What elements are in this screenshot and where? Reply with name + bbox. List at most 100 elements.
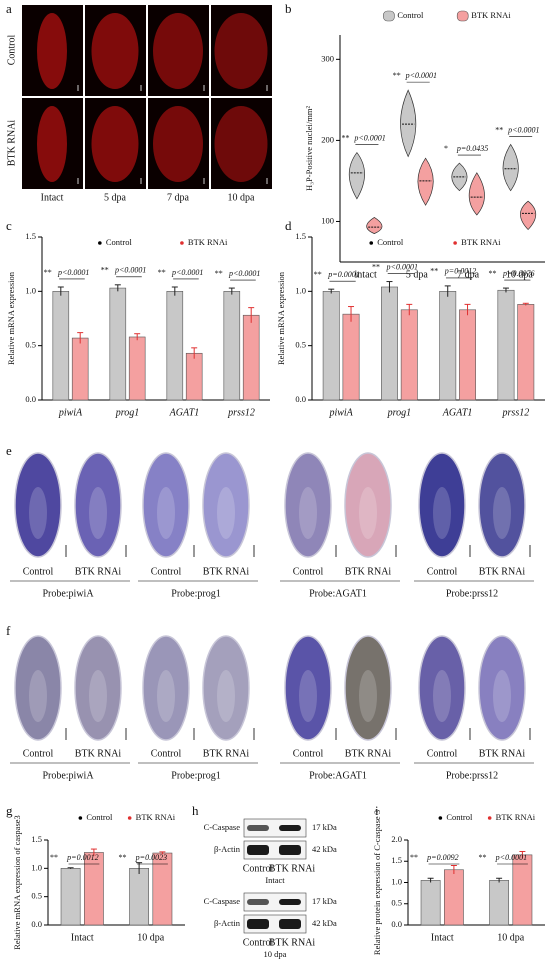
- x-tick-label: intact: [355, 269, 377, 280]
- condition-label: BTK RNAi: [203, 566, 250, 577]
- column-label: 7 dpa: [167, 192, 190, 203]
- y-tick-label: 1.0: [31, 862, 42, 872]
- p-value: p<0.0001: [405, 71, 437, 80]
- bar: [512, 854, 533, 926]
- p-value: p<0.0001: [228, 269, 260, 278]
- worm-stain: [142, 635, 190, 741]
- worm-stain: [478, 452, 526, 558]
- condition-label: BTK RNAi: [345, 566, 392, 577]
- violin: [417, 157, 434, 206]
- worm-stain: [14, 452, 62, 558]
- blot-frame: [243, 818, 307, 838]
- y-tick-label: 100: [321, 215, 334, 225]
- probe-label: Probe:piwiA: [42, 588, 94, 599]
- column-label: 10 dpa: [228, 192, 256, 203]
- legend-swatch: [127, 816, 132, 820]
- blot-frame: [243, 892, 307, 912]
- worm-signal: [91, 13, 139, 89]
- violin: [366, 216, 383, 235]
- x-tick-label: 10 dpa: [137, 932, 165, 943]
- band: [279, 919, 301, 929]
- x-tick-label: prog1: [387, 407, 412, 418]
- condition-label: BTK RNAi: [75, 748, 122, 759]
- violin: [400, 89, 417, 158]
- x-tick-label: prss12: [227, 407, 255, 418]
- blot-label: β-Actin: [214, 844, 241, 854]
- lane-label: BTK RNAi: [269, 937, 316, 948]
- worm-stain: [478, 635, 526, 741]
- bar: [342, 313, 360, 401]
- bar: [322, 291, 340, 401]
- significance-stars: **: [314, 270, 322, 279]
- panel-letter: b: [285, 1, 292, 16]
- blot-label: β-Actin: [214, 918, 241, 928]
- legend-label: Control: [397, 10, 424, 20]
- x-tick-label: prss12: [502, 407, 530, 418]
- significance-stars: **: [479, 853, 487, 862]
- blot-label: C-Caspase: [204, 896, 241, 906]
- bar: [109, 287, 127, 401]
- worm-stain: [344, 452, 392, 558]
- legend-swatch: [438, 816, 443, 820]
- worm-center: [299, 670, 317, 722]
- blot-label: C-Caspase: [204, 822, 241, 832]
- bar: [517, 304, 535, 401]
- x-tick-label: 7 dpa: [457, 269, 480, 280]
- size-label: 17 kDa: [312, 822, 337, 832]
- worm-center: [359, 670, 377, 722]
- worm-center: [157, 487, 175, 539]
- worm-center: [89, 487, 107, 539]
- worm-center: [299, 487, 317, 539]
- worm-signal: [214, 13, 268, 89]
- y-tick-label: 0.0: [295, 394, 306, 404]
- p-value: p=0.0435: [456, 144, 488, 153]
- band: [247, 845, 269, 855]
- significance-stars: **: [372, 262, 380, 271]
- condition-label: BTK RNAi: [203, 748, 250, 759]
- worm-stain: [202, 452, 250, 558]
- legend-swatch: [453, 241, 457, 245]
- bar: [242, 314, 260, 401]
- bar: [489, 880, 509, 926]
- significance-stars: **: [215, 269, 223, 278]
- worm-stain: [284, 452, 332, 558]
- p-value: p=0.0076: [502, 269, 534, 278]
- p-value: p<0.0001: [386, 262, 418, 271]
- column-label: Intact: [41, 192, 64, 203]
- legend-label: Control: [86, 812, 113, 822]
- x-tick-label: 10 dpa: [497, 932, 525, 943]
- significance-stars: **: [50, 853, 58, 862]
- p-value: p=0.0012: [444, 267, 476, 276]
- bar: [497, 289, 515, 401]
- panel-letter: a: [6, 1, 12, 16]
- x-tick-label: prog1: [115, 407, 140, 418]
- bar: [420, 880, 441, 926]
- legend-label: Control: [377, 237, 404, 247]
- panel-letter: h: [192, 803, 199, 818]
- worm-center: [217, 670, 235, 722]
- bar: [444, 869, 464, 926]
- violin: [468, 172, 485, 216]
- violin: [502, 143, 519, 192]
- condition-label: 10 dpa: [264, 949, 287, 959]
- worm-center: [157, 670, 175, 722]
- y-tick-label: 1.0: [391, 876, 402, 886]
- band: [279, 845, 301, 855]
- panel-letter: e: [6, 443, 12, 458]
- legend-swatch: [487, 816, 492, 820]
- significance-stars: **: [44, 268, 52, 277]
- y-tick-label: 0.5: [295, 340, 306, 350]
- bar: [129, 868, 149, 926]
- legend-swatch: [98, 241, 102, 245]
- worm-center: [433, 670, 451, 722]
- worm-stain: [344, 635, 392, 741]
- p-value: p=0.0001: [327, 270, 359, 279]
- condition-label: BTK RNAi: [75, 566, 122, 577]
- x-tick-label: Intact: [71, 932, 94, 943]
- probe-label: Probe:prss12: [446, 770, 498, 781]
- bar: [400, 309, 418, 401]
- legend-label: BTK RNAi: [496, 812, 536, 822]
- worm-signal: [153, 13, 203, 89]
- column-label: 5 dpa: [104, 192, 127, 203]
